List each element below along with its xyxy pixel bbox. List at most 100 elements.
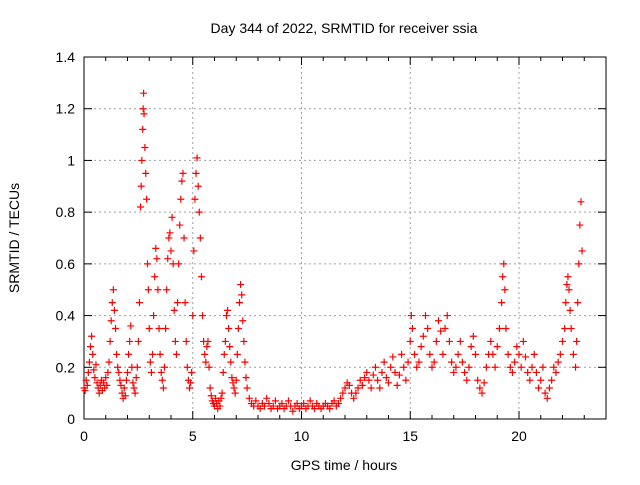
data-point	[454, 350, 462, 358]
data-point	[382, 374, 390, 382]
data-point	[556, 350, 564, 358]
data-point	[188, 368, 196, 376]
data-point	[474, 376, 482, 384]
data-point	[476, 384, 484, 392]
data-point	[524, 368, 532, 376]
data-point	[371, 363, 379, 371]
data-point	[478, 389, 486, 397]
data-point	[195, 208, 203, 216]
y-tick-label: 1.2	[56, 101, 76, 117]
data-point	[395, 371, 403, 379]
data-point	[143, 195, 151, 203]
data-point	[578, 247, 586, 255]
data-point	[393, 381, 401, 389]
data-point	[239, 317, 247, 325]
data-point	[506, 363, 514, 371]
data-point	[424, 325, 432, 332]
data-point	[175, 260, 183, 268]
data-point	[376, 384, 384, 392]
data-point	[103, 381, 111, 389]
data-point	[176, 221, 184, 229]
data-point	[528, 363, 536, 371]
y-tick-label: 1	[67, 152, 75, 168]
data-point	[179, 169, 187, 177]
data-point	[153, 255, 161, 263]
data-point	[206, 384, 214, 392]
data-point	[202, 358, 210, 366]
data-point	[159, 384, 167, 392]
data-point	[84, 368, 92, 376]
data-point	[491, 363, 499, 371]
data-point	[162, 325, 170, 332]
data-point	[139, 125, 147, 133]
data-point	[448, 358, 456, 366]
data-point	[216, 402, 224, 410]
data-point	[141, 144, 149, 151]
data-point	[548, 376, 556, 384]
data-point	[137, 203, 145, 211]
data-point	[140, 110, 148, 118]
data-point	[116, 376, 124, 384]
data-point	[421, 312, 429, 320]
data-point	[219, 368, 227, 376]
data-point	[519, 337, 527, 345]
data-point	[404, 358, 412, 366]
data-point	[171, 337, 179, 345]
data-point	[380, 358, 388, 366]
data-point	[269, 402, 277, 410]
data-point	[261, 402, 269, 410]
data-point	[537, 376, 545, 384]
data-point	[124, 368, 131, 376]
data-point	[411, 350, 419, 358]
data-point	[441, 325, 449, 332]
data-point	[561, 325, 569, 332]
data-point	[378, 368, 386, 376]
data-point	[284, 397, 292, 405]
data-point	[402, 376, 410, 384]
x-tick-label: 5	[189, 428, 197, 444]
data-point	[354, 384, 362, 392]
data-point	[566, 306, 574, 314]
data-point	[426, 350, 434, 358]
data-point	[217, 394, 225, 402]
data-point	[83, 381, 91, 389]
data-point	[165, 234, 173, 242]
data-point	[132, 374, 140, 382]
data-point	[415, 358, 423, 366]
data-point	[230, 384, 238, 392]
data-point	[350, 394, 358, 402]
data-point	[189, 312, 197, 320]
data-point	[221, 337, 229, 345]
data-point	[82, 376, 90, 384]
data-point	[155, 325, 163, 332]
data-point	[166, 229, 174, 237]
data-point	[85, 358, 93, 366]
data-point	[232, 376, 240, 384]
data-point	[265, 399, 273, 407]
data-point	[129, 379, 137, 387]
data-point	[535, 384, 543, 392]
data-point	[554, 358, 562, 366]
data-point	[398, 350, 406, 358]
data-point	[114, 363, 122, 371]
data-point	[334, 399, 342, 407]
data-point	[172, 350, 180, 358]
x-tick-label: 10	[294, 428, 310, 444]
data-point	[149, 350, 157, 358]
data-point	[530, 350, 538, 358]
data-point	[365, 376, 373, 384]
data-point	[126, 337, 134, 345]
data-point	[81, 387, 89, 395]
data-point	[456, 337, 464, 345]
data-point	[406, 337, 414, 345]
data-point	[482, 363, 490, 371]
data-point	[532, 368, 540, 376]
data-point	[572, 363, 580, 371]
data-point	[182, 337, 190, 345]
data-point	[263, 394, 271, 402]
data-point	[337, 394, 345, 402]
data-point	[522, 353, 530, 361]
data-point	[504, 350, 512, 358]
data-point	[461, 368, 469, 376]
data-point	[552, 368, 560, 376]
